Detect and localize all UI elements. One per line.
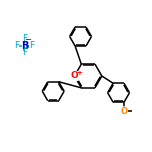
Text: +: + [76,70,82,76]
Text: F: F [22,48,27,57]
Text: F: F [29,41,34,50]
Text: O: O [121,107,128,116]
Text: F: F [22,34,27,43]
Text: F: F [14,41,20,50]
Text: B: B [21,41,28,51]
Text: O: O [71,71,78,81]
Text: −: − [24,35,31,44]
